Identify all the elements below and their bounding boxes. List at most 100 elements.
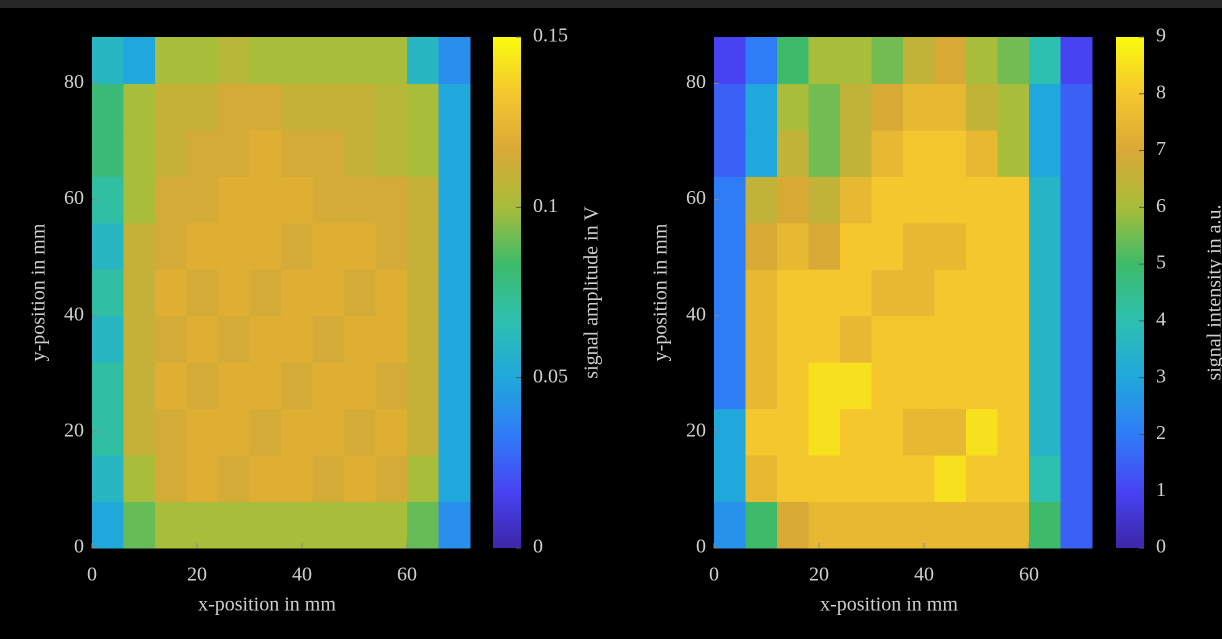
heat-cell: [375, 129, 408, 177]
heat-cell: [871, 408, 904, 456]
heat-cell: [186, 176, 219, 224]
heat-cell: [281, 501, 313, 549]
heat-cell: [903, 315, 935, 363]
colorbar-tick-label: 1: [1156, 479, 1166, 501]
heat-cell: [966, 222, 998, 270]
heat-cell: [375, 83, 408, 131]
heat-cell: [1029, 362, 1061, 410]
heat-cell: [312, 408, 345, 456]
heat-cell: [903, 176, 935, 224]
heat-cell: [777, 455, 809, 503]
heat-cell: [92, 501, 124, 549]
heat-cell: [186, 269, 219, 317]
heat-cell: [871, 176, 904, 224]
heat-cell: [438, 269, 471, 317]
x-tick-label: 40: [292, 564, 312, 586]
heat-cell: [407, 362, 439, 410]
heat-cell: [871, 37, 904, 84]
heat-cell: [808, 37, 841, 84]
heat-cell: [966, 455, 998, 503]
heat-cell: [186, 315, 219, 363]
heat-cell: [871, 222, 904, 270]
heat-cell: [871, 83, 904, 131]
heat-cell: [438, 455, 471, 503]
heat-cell: [375, 455, 408, 503]
y-tick-label: 60: [64, 187, 84, 209]
heat-cell: [903, 37, 935, 84]
heat-cell: [344, 269, 376, 317]
heat-cell: [407, 455, 439, 503]
heat-cell: [218, 222, 250, 270]
heat-cell: [123, 315, 156, 363]
heat-cell: [777, 37, 809, 84]
heat-cell: [840, 129, 872, 177]
heat-cell: [218, 315, 250, 363]
heat-cell: [871, 269, 904, 317]
heat-cell: [344, 83, 376, 131]
heat-cell: [438, 501, 471, 549]
heat-cell: [186, 37, 219, 84]
heat-cell: [281, 37, 313, 84]
x-tick-label: 40: [914, 564, 934, 586]
colorbar: [1116, 37, 1144, 548]
heat-cell: [375, 501, 408, 549]
heat-cell: [1029, 455, 1061, 503]
heat-cell: [777, 176, 809, 224]
heat-cell: [903, 501, 935, 549]
heat-cell: [186, 408, 219, 456]
heat-cell: [997, 176, 1030, 224]
heat-cell: [281, 455, 313, 503]
colorbar-tick-label: 0.1: [533, 195, 558, 217]
heat-cell: [808, 501, 841, 549]
heat-cell: [281, 362, 313, 410]
y-axis-label: y-position in mm: [650, 223, 672, 361]
heat-cell: [1029, 129, 1061, 177]
colorbar-tick-label: 0.15: [533, 25, 568, 47]
heat-cell: [840, 408, 872, 456]
heat-cell: [123, 362, 156, 410]
heat-cell: [934, 455, 967, 503]
colorbar-tick-label: 0: [533, 536, 543, 558]
heat-cell: [92, 408, 124, 456]
heat-cell: [155, 315, 187, 363]
heat-cell: [934, 501, 967, 549]
heat-cell: [840, 176, 872, 224]
colorbar-tick-label: 9: [1156, 25, 1166, 47]
heat-cell: [186, 455, 219, 503]
heat-cell: [281, 222, 313, 270]
heat-cell: [714, 455, 746, 503]
heat-cell: [966, 176, 998, 224]
heat-cell: [249, 222, 282, 270]
heat-cell: [375, 315, 408, 363]
heat-cell: [344, 222, 376, 270]
heat-cell: [840, 269, 872, 317]
heat-cell: [840, 362, 872, 410]
heat-cell: [281, 83, 313, 131]
heat-cell: [123, 222, 156, 270]
heat-cell: [407, 408, 439, 456]
heat-cell: [312, 362, 345, 410]
heat-cell: [997, 315, 1030, 363]
heat-cell: [966, 83, 998, 131]
heat-cell: [312, 501, 345, 549]
colorbar-tick-label: 4: [1156, 308, 1166, 330]
heat-cell: [249, 315, 282, 363]
heat-cell: [249, 455, 282, 503]
heat-cell: [249, 37, 282, 84]
heat-cell: [840, 37, 872, 84]
heat-cell: [438, 315, 471, 363]
heat-cell: [312, 83, 345, 131]
heat-cell: [123, 455, 156, 503]
heat-cell: [903, 362, 935, 410]
heat-cell: [714, 315, 746, 363]
heat-cell: [1029, 37, 1061, 84]
heat-cell: [155, 362, 187, 410]
x-tick-label: 20: [809, 564, 829, 586]
heat-cell: [777, 222, 809, 270]
heat-cell: [407, 315, 439, 363]
heat-cell: [123, 269, 156, 317]
heat-cell: [1060, 455, 1093, 503]
heat-cell: [714, 408, 746, 456]
heat-cell: [186, 501, 219, 549]
